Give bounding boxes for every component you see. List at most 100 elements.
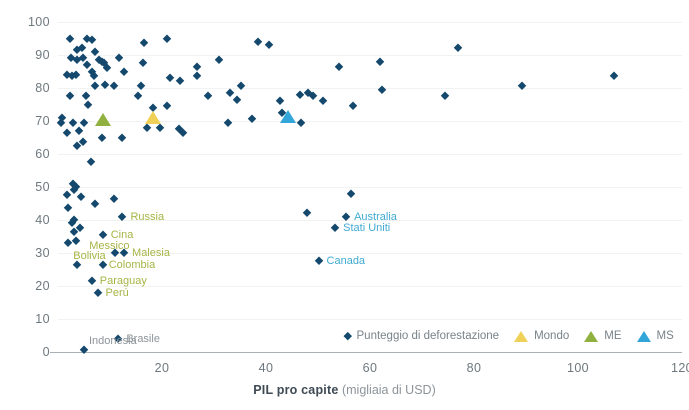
data-point xyxy=(86,157,96,167)
data-point xyxy=(138,58,148,68)
gridline-y-80 xyxy=(58,88,682,89)
point-label-messico: Messico xyxy=(89,240,130,252)
data-point xyxy=(296,118,306,128)
y-tick-label-100: 100 xyxy=(27,15,50,29)
legend-triangle-icon xyxy=(514,330,529,342)
data-point-perú xyxy=(92,288,103,298)
y-tick-label-0: 0 xyxy=(42,345,50,359)
data-point-canada xyxy=(313,256,324,266)
y-tick-label-70: 70 xyxy=(35,114,50,128)
data-point xyxy=(275,96,285,106)
y-tick-label-20: 20 xyxy=(35,279,50,293)
x-tick-label-60: 60 xyxy=(362,361,378,375)
y-tick-label-30: 30 xyxy=(35,246,50,260)
data-point xyxy=(264,40,274,50)
data-point xyxy=(155,123,165,133)
x-tick-label-40: 40 xyxy=(258,361,274,375)
data-point xyxy=(192,62,202,72)
legend-item-me: ME xyxy=(584,330,622,342)
gridline-y-20 xyxy=(58,286,682,287)
point-label-australia: Australia xyxy=(354,210,397,223)
data-point xyxy=(225,88,235,98)
gridline-y-40 xyxy=(58,220,682,221)
data-point xyxy=(87,35,97,45)
data-point xyxy=(222,118,233,128)
x-axis-line xyxy=(50,352,682,353)
legend-label: Punteggio di deforestazione xyxy=(356,330,500,342)
data-point xyxy=(203,91,213,101)
point-label-cina: Cina xyxy=(110,228,134,241)
data-point xyxy=(295,90,305,100)
data-point xyxy=(192,71,202,81)
data-point xyxy=(90,81,100,91)
data-point xyxy=(118,66,129,77)
x-tick-label-100: 100 xyxy=(566,361,590,375)
y-tick-label-10: 10 xyxy=(35,312,50,326)
point-label-paraguay: Paraguay xyxy=(99,275,147,288)
data-point xyxy=(348,101,358,111)
gridline-y-10 xyxy=(58,319,682,320)
data-point xyxy=(232,95,242,105)
data-point xyxy=(346,189,356,199)
point-label-malesia: Malesia xyxy=(132,247,170,259)
data-point xyxy=(117,132,127,143)
data-point xyxy=(89,71,99,81)
data-point xyxy=(214,55,224,65)
data-point xyxy=(302,208,312,218)
x-axis-title-unit: (migliaia di USD) xyxy=(341,383,436,397)
data-point xyxy=(97,132,107,143)
x-tick-label-20: 20 xyxy=(154,361,170,375)
me-marker xyxy=(95,112,112,126)
data-point xyxy=(517,81,527,91)
data-point xyxy=(71,236,81,246)
data-point xyxy=(83,99,93,110)
data-point xyxy=(253,37,263,47)
point-label-indonesia: Indonesia xyxy=(89,335,137,348)
data-point xyxy=(65,33,75,44)
gridline-y-70 xyxy=(58,121,682,122)
legend-item-mondo: Mondo xyxy=(514,330,569,342)
legend-label: ME xyxy=(604,330,622,342)
y-tick-label-40: 40 xyxy=(35,213,50,227)
point-label-stati-uniti: Stati Uniti xyxy=(343,222,391,235)
y-tick-label-90: 90 xyxy=(35,48,50,62)
gridline-y-100 xyxy=(58,22,682,23)
ms-marker xyxy=(280,109,297,123)
point-label-bolivia: Bolivia xyxy=(73,249,106,262)
data-point xyxy=(162,33,172,44)
data-point xyxy=(308,91,318,101)
data-point xyxy=(175,76,185,86)
point-label-russia: Russia xyxy=(130,210,165,223)
y-tick-label-60: 60 xyxy=(35,147,50,161)
data-point xyxy=(109,194,119,204)
data-point xyxy=(81,91,91,101)
data-point xyxy=(247,114,257,124)
gridline-y-60 xyxy=(58,154,682,155)
data-point xyxy=(62,128,72,138)
point-label-perú: Perú xyxy=(105,286,129,299)
gridline-y-50 xyxy=(58,187,682,188)
data-point xyxy=(440,91,450,101)
data-point-indonesia xyxy=(79,345,89,355)
legend-diamond-icon xyxy=(343,332,352,340)
data-point xyxy=(68,118,78,128)
data-point xyxy=(74,126,84,136)
point-label-brasile: Brasile xyxy=(126,332,160,345)
data-point xyxy=(609,71,619,81)
data-point xyxy=(375,57,385,67)
data-point xyxy=(453,43,463,53)
x-axis-title-main: PIL pro capite xyxy=(253,383,339,397)
x-axis-title: PIL pro capite (migliaia di USD) xyxy=(0,383,689,397)
data-point xyxy=(142,123,152,133)
legend-label: Mondo xyxy=(534,330,570,342)
x-tick-label-80: 80 xyxy=(466,361,482,375)
data-point xyxy=(65,91,75,101)
point-label-colombia: Colombia xyxy=(108,258,156,271)
data-point xyxy=(109,81,119,91)
point-label-canada: Canada xyxy=(326,255,366,268)
data-point xyxy=(62,190,72,200)
data-point xyxy=(377,85,387,95)
data-point xyxy=(102,63,112,73)
data-point-stati-uniti xyxy=(330,223,340,233)
legend-triangle-icon xyxy=(636,330,651,342)
